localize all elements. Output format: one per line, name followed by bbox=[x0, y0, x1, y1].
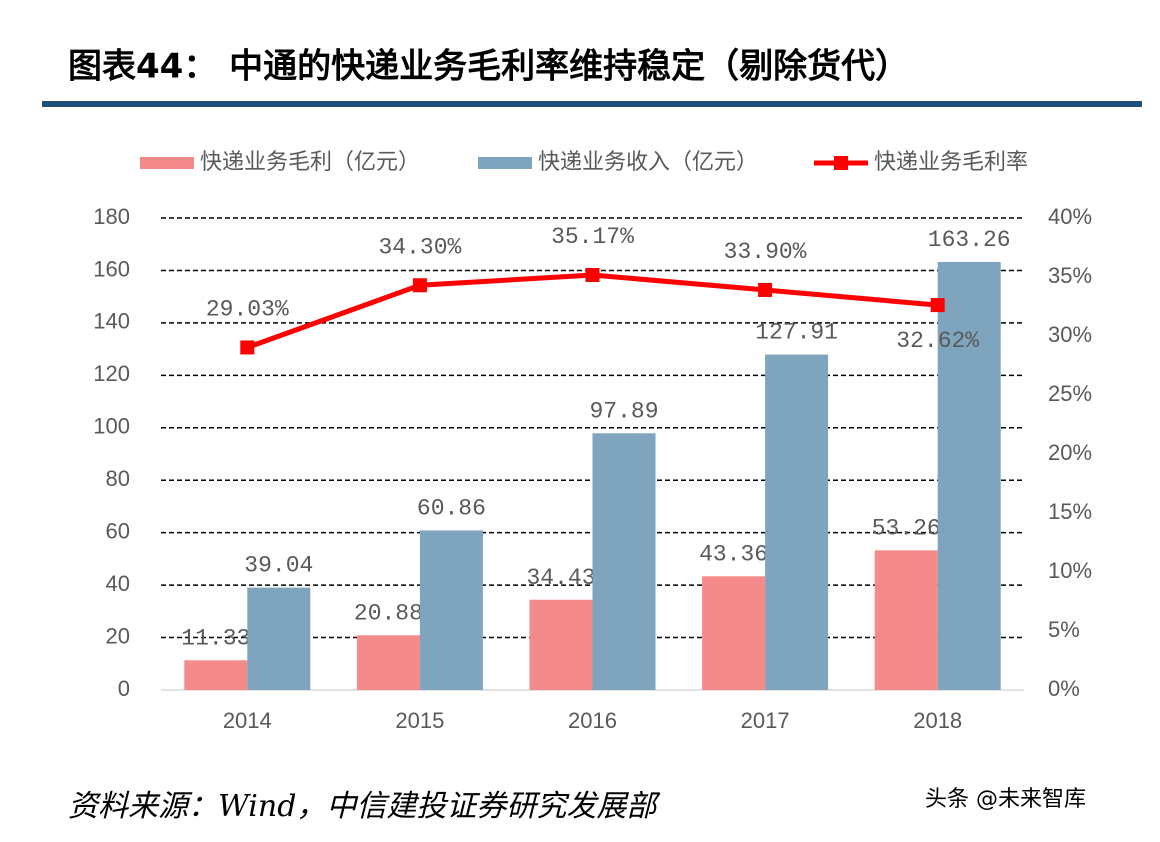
legend-swatch bbox=[478, 157, 532, 169]
value-label: 11.33 bbox=[181, 625, 250, 651]
legend-swatch bbox=[140, 157, 194, 169]
y2-tick-label: 25% bbox=[1048, 381, 1092, 406]
y-tick-label: 160 bbox=[93, 256, 130, 281]
y-tick-label: 40 bbox=[106, 571, 130, 596]
value-label: 29.03% bbox=[206, 297, 289, 323]
bar bbox=[247, 587, 311, 690]
y-tick-label: 100 bbox=[93, 414, 130, 439]
bar bbox=[874, 550, 938, 690]
y-tick-label: 80 bbox=[106, 466, 130, 491]
y-tick-label: 0 bbox=[118, 676, 130, 701]
x-tick-label: 2017 bbox=[741, 708, 790, 733]
source: 资料来源：Wind，中信建投证券研究发展部 bbox=[68, 789, 661, 824]
value-label: 39.04 bbox=[244, 553, 313, 579]
bar bbox=[356, 635, 420, 690]
bar bbox=[529, 599, 593, 690]
y2-tick-label: 20% bbox=[1048, 440, 1092, 465]
legend-swatch bbox=[834, 156, 848, 170]
y2-tick-label: 40% bbox=[1048, 204, 1092, 229]
watermark: 头条 @未来智库 bbox=[925, 787, 1086, 812]
value-label: 34.30% bbox=[378, 234, 461, 260]
value-label: 43.36 bbox=[699, 541, 768, 567]
value-label: 163.26 bbox=[928, 227, 1011, 253]
y2-tick-label: 35% bbox=[1048, 263, 1092, 288]
value-label: 97.89 bbox=[589, 398, 658, 424]
y-tick-label: 60 bbox=[106, 518, 130, 543]
line-marker bbox=[758, 282, 773, 297]
legend-label: 快递业务毛利（亿元） bbox=[200, 150, 420, 175]
y2-tick-label: 10% bbox=[1048, 558, 1092, 583]
y2-tick-label: 0% bbox=[1048, 676, 1080, 701]
x-tick-label: 2015 bbox=[395, 708, 444, 733]
bar bbox=[419, 530, 483, 690]
x-tick-label: 2018 bbox=[913, 708, 962, 733]
value-label: 60.86 bbox=[417, 495, 486, 521]
legend-label: 快递业务毛利率 bbox=[874, 150, 1028, 175]
bar bbox=[184, 660, 248, 690]
y2-tick-label: 15% bbox=[1048, 499, 1092, 524]
value-label: 20.88 bbox=[354, 600, 423, 626]
value-label: 32.62% bbox=[896, 328, 979, 354]
y-tick-label: 20 bbox=[106, 623, 130, 648]
bar bbox=[765, 354, 829, 690]
y-tick-label: 180 bbox=[93, 204, 130, 229]
line-marker bbox=[412, 278, 427, 293]
value-label: 127.91 bbox=[755, 320, 838, 346]
value-label: 35.17% bbox=[551, 224, 634, 250]
y2-tick-label: 5% bbox=[1048, 617, 1080, 642]
value-label: 34.43 bbox=[526, 565, 595, 591]
line-marker bbox=[240, 340, 255, 355]
value-label: 33.90% bbox=[724, 239, 807, 265]
line-marker bbox=[585, 267, 600, 282]
value-label: 53.26 bbox=[872, 515, 941, 541]
y-tick-label: 120 bbox=[93, 361, 130, 386]
y-tick-label: 140 bbox=[93, 309, 130, 334]
x-tick-label: 2014 bbox=[223, 708, 272, 733]
x-tick-label: 2016 bbox=[568, 708, 617, 733]
chart-title: 图表44： 中通的快递业务毛利率维持稳定（剔除货代） bbox=[68, 47, 909, 87]
legend-label: 快递业务收入（亿元） bbox=[538, 150, 758, 175]
y2-tick-label: 30% bbox=[1048, 322, 1092, 347]
bar bbox=[702, 576, 766, 690]
bar bbox=[937, 261, 1001, 690]
bar bbox=[592, 433, 656, 690]
title-rule bbox=[42, 101, 1142, 107]
line-marker bbox=[930, 298, 945, 313]
